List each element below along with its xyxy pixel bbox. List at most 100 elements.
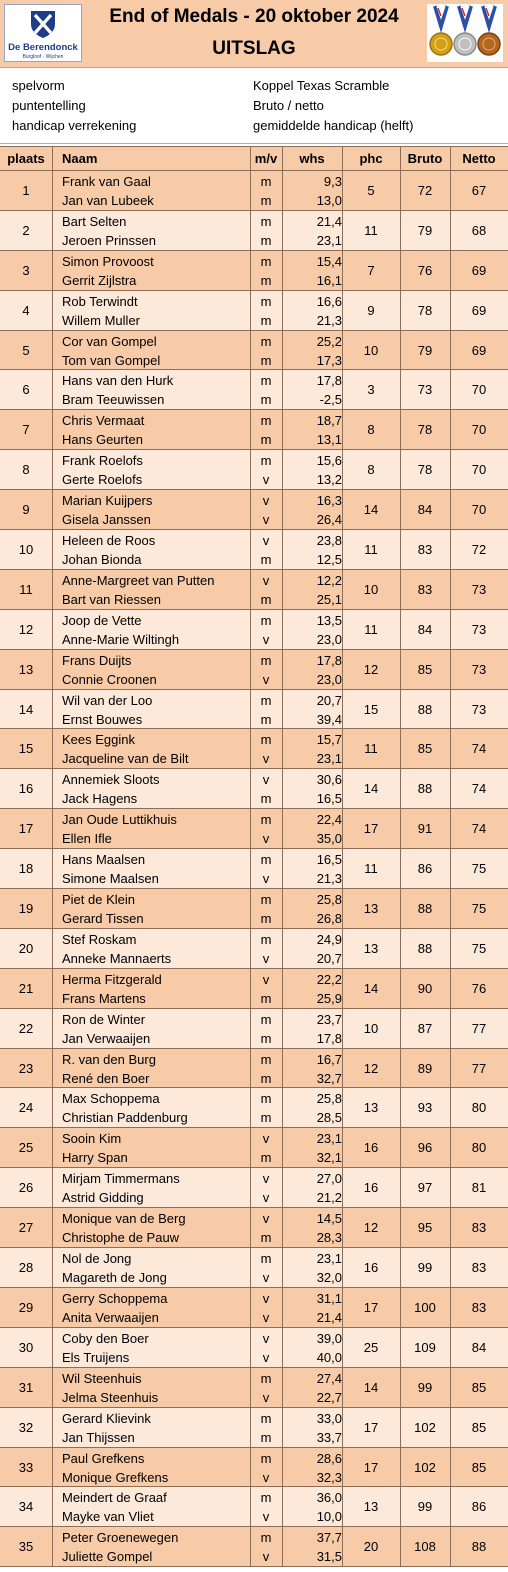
column-divider (52, 1168, 53, 1208)
column-divider (450, 1527, 451, 1567)
player-whs: 16,6 (316, 293, 342, 309)
column-divider (342, 1048, 343, 1088)
player-whs: 24,9 (316, 931, 342, 947)
table-row: 30 Coby den Boer Els Truijens v v 39,0 40,0 25 1… (0, 1327, 508, 1368)
column-divider (450, 649, 451, 689)
whs-cell: 22,4 35,0 (282, 809, 342, 848)
place-cell: 15 (18, 741, 34, 757)
bruto-cell: 88 (417, 781, 433, 797)
table-row: 2 Bart Selten Jeroen Prinssen m m 21,4 23,1 11 7… (0, 210, 508, 251)
phc-cell: 11 (364, 861, 378, 877)
column-divider (52, 968, 53, 1008)
player-gender: v (262, 1190, 270, 1206)
player-name: Tom van Gompel (62, 352, 161, 368)
player-gender: v (262, 1349, 270, 1365)
column-divider (450, 1088, 451, 1128)
column-divider (400, 1168, 401, 1208)
player-name: Mayke van Vliet (62, 1509, 154, 1525)
player-gender: m (260, 1051, 272, 1067)
whs-cell: 23,1 32,0 (282, 1248, 342, 1287)
player-gender: m (260, 392, 272, 408)
column-divider (282, 809, 283, 849)
player-whs: 32,7 (316, 1070, 342, 1086)
place-cell: 9 (22, 502, 30, 518)
name-cell: Piet de Klein Gerard Tissen (62, 889, 250, 928)
table-row: 8 Frank Roelofs Gerte Roelofs m v 15,6 13,2 8 78… (0, 450, 508, 491)
column-divider (282, 609, 283, 649)
player-gender: v (262, 1270, 270, 1286)
netto-cell: 85 (471, 1419, 487, 1435)
shield-icon (31, 11, 55, 38)
player-name: Wil Steenhuis (62, 1370, 142, 1386)
name-cell: Herma Fitzgerald Frans Martens (62, 969, 250, 1008)
column-divider (250, 1128, 251, 1168)
player-name: Paul Grefkens (62, 1450, 145, 1466)
player-gender: m (260, 1150, 272, 1166)
phc-cell: 25 (363, 1339, 379, 1355)
column-divider (250, 147, 251, 170)
player-name: Gisela Janssen (62, 512, 151, 528)
netto-cell: 72 (471, 542, 487, 558)
player-gender: m (260, 293, 272, 309)
column-divider (342, 250, 343, 290)
column-divider (52, 928, 53, 968)
column-divider (342, 450, 343, 490)
column-divider (52, 729, 53, 769)
player-name: Gerry Schoppema (62, 1290, 168, 1306)
player-gender: m (260, 1011, 272, 1027)
column-divider (282, 530, 283, 569)
place-cell: 4 (22, 302, 30, 318)
netto-cell: 75 (471, 940, 487, 956)
netto-cell: 80 (471, 1140, 487, 1156)
player-gender: m (260, 931, 272, 947)
phc-cell: 11 (364, 222, 378, 238)
player-gender: m (260, 373, 272, 389)
netto-cell: 83 (471, 1299, 487, 1315)
name-cell: Joop de Vette Anne-Marie Wiltingh (62, 610, 250, 649)
player-gender: m (260, 791, 272, 807)
column-divider (282, 370, 283, 410)
table-row: 25 Sooin Kim Harry Span v m 23,1 32,1 16 96 80 (0, 1128, 508, 1169)
phc-cell: 16 (363, 1180, 379, 1196)
column-divider (52, 1128, 53, 1168)
bruto-cell: 76 (417, 262, 433, 278)
player-whs: 22,7 (316, 1389, 342, 1405)
player-whs: 21,3 (316, 871, 342, 887)
phc-cell: 11 (364, 542, 378, 558)
place-cell: 31 (18, 1379, 34, 1395)
whs-cell: 9,3 13,0 (282, 171, 342, 210)
netto-cell: 81 (471, 1180, 487, 1196)
player-whs: 16,5 (316, 852, 342, 868)
player-gender: m (260, 1091, 272, 1107)
phc-cell: 14 (363, 781, 379, 797)
player-whs: 27,0 (316, 1171, 342, 1187)
column-divider (400, 889, 401, 928)
column-divider (250, 1048, 251, 1088)
phc-cell: 14 (363, 502, 379, 518)
sheet-header: De Berendonck Burgloof · Wijchen End of … (0, 0, 508, 68)
column-divider (400, 1487, 401, 1527)
player-name: Connie Croonen (62, 671, 157, 687)
info-value: Bruto / netto (253, 98, 324, 113)
table-row: 23 R. van den Burg René den Boer m m 16,7 32,7… (0, 1048, 508, 1089)
player-gender: v (262, 533, 270, 549)
player-name: Gerte Roelofs (62, 472, 143, 488)
bruto-cell: 99 (417, 1499, 433, 1515)
player-whs: 23,0 (316, 631, 342, 647)
column-divider (52, 530, 53, 569)
player-gender: v (262, 950, 270, 966)
netto-cell: 76 (471, 980, 487, 996)
table-row: 20 Stef Roskam Anneke Mannaerts m v 24,9 20,7 1… (0, 928, 508, 969)
info-row: handicap verrekening gemiddelde handicap… (0, 116, 508, 136)
place-cell: 3 (22, 262, 30, 278)
bruto-cell: 100 (414, 1299, 436, 1315)
player-name: Astrid Gidding (62, 1190, 144, 1206)
player-whs: 23,7 (316, 1011, 342, 1027)
player-name: Monique Grefkens (62, 1469, 169, 1485)
column-divider (400, 290, 401, 330)
